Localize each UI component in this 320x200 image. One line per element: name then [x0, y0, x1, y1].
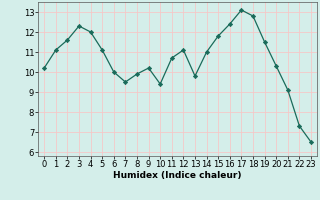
X-axis label: Humidex (Indice chaleur): Humidex (Indice chaleur) — [113, 171, 242, 180]
